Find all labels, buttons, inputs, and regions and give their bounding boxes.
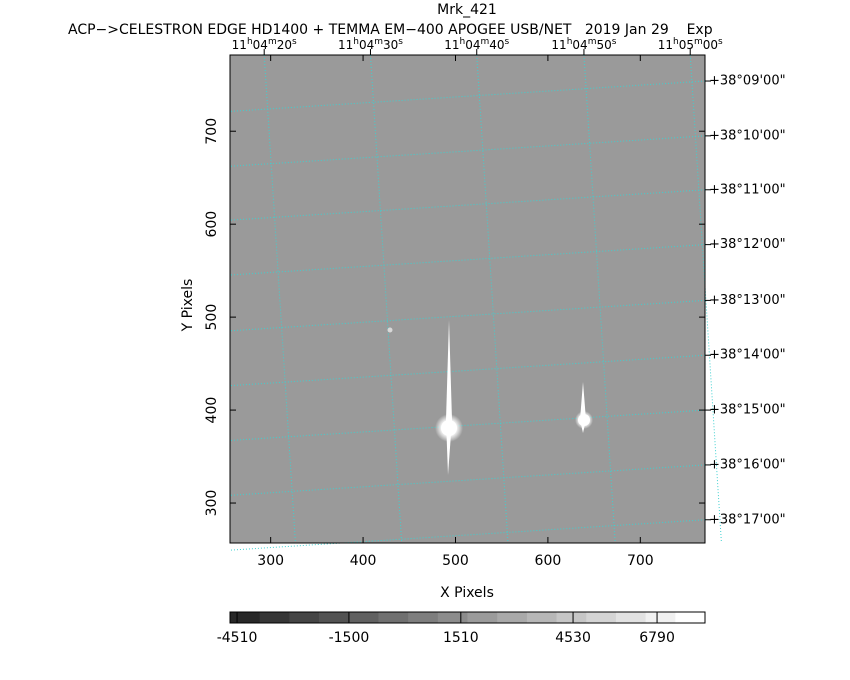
dec-grid-line (229, 135, 706, 167)
y2-tick-label: +38°17'00" (709, 512, 786, 527)
colorbar-cell (348, 612, 379, 623)
x2-tick-label: 11h05m00s (658, 37, 723, 52)
star (387, 327, 393, 333)
colorbar-cell (645, 612, 676, 623)
colorbar-cell (408, 612, 439, 623)
x2-tick-label: 11h04m50s (551, 37, 616, 52)
colorbar-cell (586, 612, 617, 623)
chart-subtitle: ACP−>CELESTRON EDGE HD1400 + TEMMA EM−40… (68, 22, 713, 38)
dec-grid-line (229, 299, 706, 332)
frame (229, 54, 706, 544)
colorbar-tick-label: 1510 (443, 630, 479, 646)
chart-title: Mrk_421 (437, 2, 497, 18)
y2-tick-label: +38°12'00" (709, 237, 786, 252)
y-axis-label: Y Pixels (180, 279, 196, 333)
colorbar-tick-label: 6790 (639, 630, 675, 646)
x-tick-label: 500 (442, 553, 469, 569)
colorbar-cell (437, 612, 468, 623)
colorbar-cell (497, 612, 528, 623)
dec-grid-line (229, 244, 706, 276)
x-tick-label: 700 (627, 553, 654, 569)
y2-tick-label: +38°16'00" (709, 457, 786, 472)
star (578, 414, 590, 426)
x-tick-label: 400 (350, 553, 377, 569)
colorbar-cell (289, 612, 320, 623)
image (230, 55, 705, 543)
star (441, 420, 457, 436)
y2-tick-label: +38°14'00" (709, 348, 786, 363)
dec-grid-line (229, 189, 706, 221)
colorbar-cell (259, 612, 290, 623)
dec-grid-line (229, 354, 706, 387)
colorbar-tick-label: 4530 (555, 630, 591, 646)
colorbar-tick-label: -1500 (329, 630, 370, 646)
y2-tick-label: +38°10'00" (709, 128, 786, 143)
colorbar-tick-label: -4510 (217, 630, 258, 646)
x2-tick-label: 11h04m30s (338, 37, 403, 52)
ra-grid-line (263, 54, 296, 544)
y2-tick-label: +38°11'00" (709, 182, 786, 197)
x2-tick-label: 11h04m20s (232, 37, 297, 52)
y-tick-label: 600 (204, 211, 220, 238)
dec-grid-line (229, 80, 706, 112)
colorbar-cell (556, 612, 587, 623)
dec-grid-line (229, 464, 706, 496)
x-tick-label: 300 (257, 553, 284, 569)
stars (387, 320, 593, 475)
y-tick-label: 300 (204, 490, 220, 517)
colorbar-cell (378, 612, 409, 623)
x2-tick-label: 11h04m40s (444, 37, 509, 52)
y-tick-label: 500 (204, 304, 220, 331)
y-tick-label: 400 (204, 397, 220, 424)
colorbar-cell (230, 612, 261, 623)
y2-tick-label: +38°15'00" (709, 403, 786, 418)
ra-grid-line (583, 54, 616, 544)
colorbar-frame (229, 611, 706, 624)
y2-tick-label: +38°09'00" (709, 74, 786, 89)
x-axis-label: X Pixels (440, 585, 494, 601)
dec-grid-line (229, 409, 706, 441)
colorbar-cell (675, 612, 706, 623)
colorbar-cell (319, 612, 350, 623)
ra-grid-line (476, 54, 509, 544)
y-tick-label: 700 (204, 118, 220, 145)
dec-grid-line (229, 519, 706, 551)
x-tick-label: 600 (535, 553, 562, 569)
colorbar-cell (467, 612, 498, 623)
y2-tick-label: +38°13'00" (709, 293, 786, 308)
ra-grid-line (369, 54, 403, 544)
colorbar-cell (526, 612, 558, 623)
colorbar-cell (615, 612, 647, 623)
